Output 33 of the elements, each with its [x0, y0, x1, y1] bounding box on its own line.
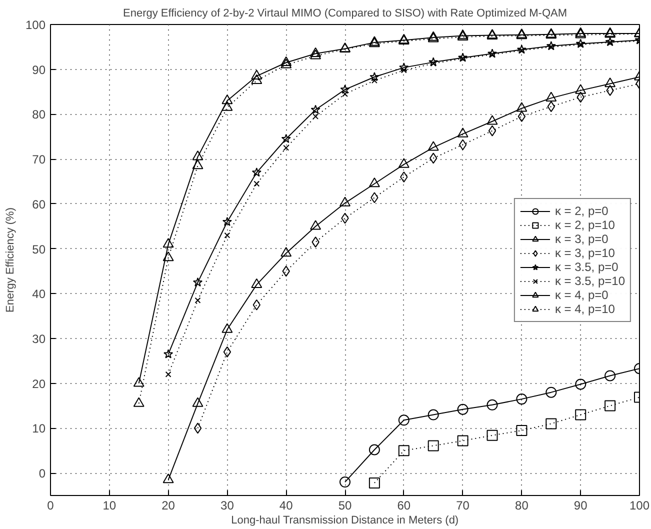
y-tick-label: 100 — [25, 18, 46, 32]
x-tick-label: 20 — [162, 498, 176, 512]
chart-title: Energy Efficiency of 2-by-2 Virtaul MIMO (Compared to SISO) with Rate Optimized M-QAM — [122, 8, 568, 20]
x-tick-label: 90 — [574, 498, 588, 512]
x-tick-label: 70 — [456, 498, 470, 512]
legend-label: κ = 3, p=0 — [554, 232, 608, 246]
y-tick-label: 20 — [32, 376, 46, 391]
y-tick-label: 10 — [32, 422, 46, 436]
legend-label: κ = 4, p=0 — [554, 288, 608, 302]
legend-label: κ = 2, p=0 — [554, 204, 608, 218]
x-tick-label: 60 — [397, 498, 411, 512]
x-tick-label: 50 — [338, 498, 352, 512]
y-tick-label: 60 — [32, 197, 46, 212]
y-tick-label: 0 — [38, 466, 46, 481]
y-axis-title: Energy Efficiency (%) — [4, 208, 16, 312]
x-tick-label: 30 — [220, 498, 234, 512]
x-tick-label: 40 — [279, 498, 294, 512]
y-tick-label: 80 — [32, 108, 46, 122]
x-tick-label: 80 — [515, 498, 529, 512]
x-axis-title: Long-haul Transmission Distance in Meters (d) — [231, 514, 459, 526]
y-tick-label: 90 — [32, 62, 46, 77]
x-tick-label: 0 — [47, 498, 54, 512]
y-tick-label: 30 — [32, 332, 46, 346]
y-tick-label: 70 — [32, 152, 46, 167]
legend-label: κ = 4, p=10 — [554, 302, 615, 316]
y-tick-label: 50 — [32, 242, 46, 256]
legend-label: κ = 3.5, p=0 — [554, 260, 618, 274]
x-tick-label: 100 — [629, 498, 650, 512]
x-tick-label: 10 — [102, 498, 116, 512]
legend-label: κ = 3, p=10 — [554, 246, 615, 260]
legend-label: κ = 2, p=10 — [554, 218, 615, 232]
y-tick-label: 40 — [32, 287, 46, 302]
legend-label: κ = 3.5, p=10 — [554, 274, 625, 288]
